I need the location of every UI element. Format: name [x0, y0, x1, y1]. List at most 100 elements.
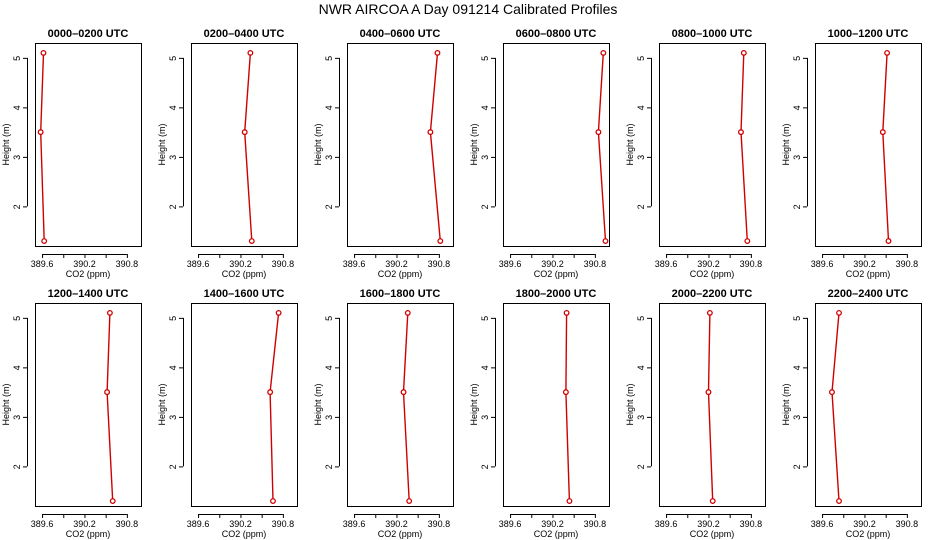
data-point	[602, 238, 609, 244]
y-tick-label: 2	[480, 204, 490, 209]
plot-frame	[659, 43, 766, 247]
data-point	[275, 309, 282, 316]
plot-frame	[815, 303, 922, 507]
panel-grid: 0000–0200 UTC 389.6 390.2 390.8 CO2 (ppm) 2 3 4…	[1, 28, 922, 539]
data-point	[879, 129, 886, 136]
data-point	[563, 309, 570, 316]
x-tick-label: 390.2	[73, 519, 96, 529]
y-axis-label: Height (m)	[781, 383, 791, 425]
data-point	[595, 129, 602, 136]
x-tick-label: 389.6	[499, 519, 522, 529]
profile-line	[831, 312, 840, 502]
y-tick-label: 2	[792, 204, 802, 209]
data-point	[706, 309, 713, 316]
x-tick-label: 389.6	[811, 519, 834, 529]
y-tick-label: 4	[480, 365, 490, 370]
y-axis-label: Height (m)	[1, 383, 11, 425]
x-tick-label: 389.6	[811, 259, 834, 269]
y-tick-label: 3	[792, 415, 802, 420]
data-point	[109, 498, 116, 504]
x-tick-label: 390.2	[541, 519, 564, 529]
x-axis-label: CO2 (ppm)	[690, 529, 735, 539]
data-point	[566, 498, 573, 504]
y-tick-label: 5	[168, 316, 178, 321]
data-point	[40, 49, 47, 56]
data-point	[705, 389, 712, 396]
x-axis-label: CO2 (ppm)	[846, 529, 891, 539]
data-point	[41, 238, 48, 244]
data-point	[885, 238, 892, 244]
plot-frame	[35, 43, 142, 247]
y-tick-label: 3	[324, 155, 334, 160]
x-tick-label: 390.8	[428, 519, 451, 529]
y-axis-label: Height (m)	[469, 383, 479, 425]
x-axis-label: CO2 (ppm)	[534, 529, 579, 539]
y-tick-label: 3	[12, 155, 22, 160]
profile-line	[243, 52, 253, 242]
profile-panel: 2000–2200 UTC 389.6 390.2 390.8 CO2 (ppm) 2 3 4…	[625, 288, 766, 539]
panel-title: 1600–1800 UTC	[360, 288, 441, 300]
y-tick-label: 2	[168, 204, 178, 209]
profile-panel: 0400–0600 UTC 389.6 390.2 390.8 CO2 (ppm) 2 3 4…	[313, 28, 454, 279]
plot-frame	[503, 303, 610, 507]
x-tick-label: 390.8	[740, 519, 763, 529]
y-tick-label: 4	[636, 365, 646, 370]
plot-frame	[347, 303, 454, 507]
y-tick-label: 2	[324, 204, 334, 209]
y-tick-label: 5	[168, 56, 178, 61]
y-tick-label: 5	[324, 316, 334, 321]
plot-frame	[191, 43, 298, 247]
y-tick-label: 4	[792, 365, 802, 370]
data-point	[404, 309, 411, 316]
y-tick-label: 3	[636, 415, 646, 420]
plot-frame	[191, 303, 298, 507]
x-axis-label: CO2 (ppm)	[66, 529, 111, 539]
y-tick-label: 4	[636, 105, 646, 110]
panel-title: 0600–0800 UTC	[516, 28, 597, 40]
data-point	[427, 129, 434, 136]
y-axis-label: Height (m)	[469, 123, 479, 165]
y-tick-label: 5	[636, 316, 646, 321]
data-point	[241, 129, 248, 136]
x-tick-label: 389.6	[499, 259, 522, 269]
data-point	[600, 49, 607, 56]
data-point	[106, 309, 113, 316]
plot-frame	[815, 43, 922, 247]
x-tick-label: 390.2	[385, 519, 408, 529]
x-tick-label: 390.8	[116, 259, 139, 269]
y-tick-label: 3	[636, 155, 646, 160]
x-tick-label: 390.8	[896, 519, 919, 529]
y-tick-label: 2	[168, 464, 178, 469]
profile-line	[565, 312, 571, 502]
x-tick-label: 389.6	[655, 259, 678, 269]
y-tick-label: 5	[12, 56, 22, 61]
x-axis-label: CO2 (ppm)	[534, 269, 579, 279]
x-tick-label: 390.8	[740, 259, 763, 269]
x-tick-label: 390.8	[584, 259, 607, 269]
x-tick-label: 390.2	[541, 259, 564, 269]
y-tick-label: 4	[168, 365, 178, 370]
profile-panel: 0600–0800 UTC 389.6 390.2 390.8 CO2 (ppm) 2 3 4…	[469, 28, 610, 279]
y-tick-label: 4	[792, 105, 802, 110]
y-tick-label: 2	[324, 464, 334, 469]
y-tick-label: 5	[792, 56, 802, 61]
y-tick-label: 3	[168, 415, 178, 420]
data-point	[37, 129, 44, 136]
profile-line	[882, 52, 890, 242]
y-axis-label: Height (m)	[157, 383, 167, 425]
x-tick-label: 389.6	[187, 259, 210, 269]
panel-title: 0200–0400 UTC	[204, 28, 285, 40]
x-tick-label: 390.2	[229, 259, 252, 269]
x-tick-label: 389.6	[343, 259, 366, 269]
plot-frame	[659, 303, 766, 507]
data-point	[740, 49, 747, 56]
y-axis-label: Height (m)	[157, 123, 167, 165]
panel-title: 1400–1600 UTC	[204, 288, 285, 300]
panel-title: 2200–2400 UTC	[828, 288, 909, 300]
x-tick-label: 389.6	[655, 519, 678, 529]
x-axis-label: CO2 (ppm)	[378, 269, 423, 279]
data-point	[744, 238, 751, 244]
profile-panel: 1000–1200 UTC 389.6 390.2 390.8 CO2 (ppm) 2 3 4…	[781, 28, 922, 279]
x-tick-label: 390.2	[385, 259, 408, 269]
